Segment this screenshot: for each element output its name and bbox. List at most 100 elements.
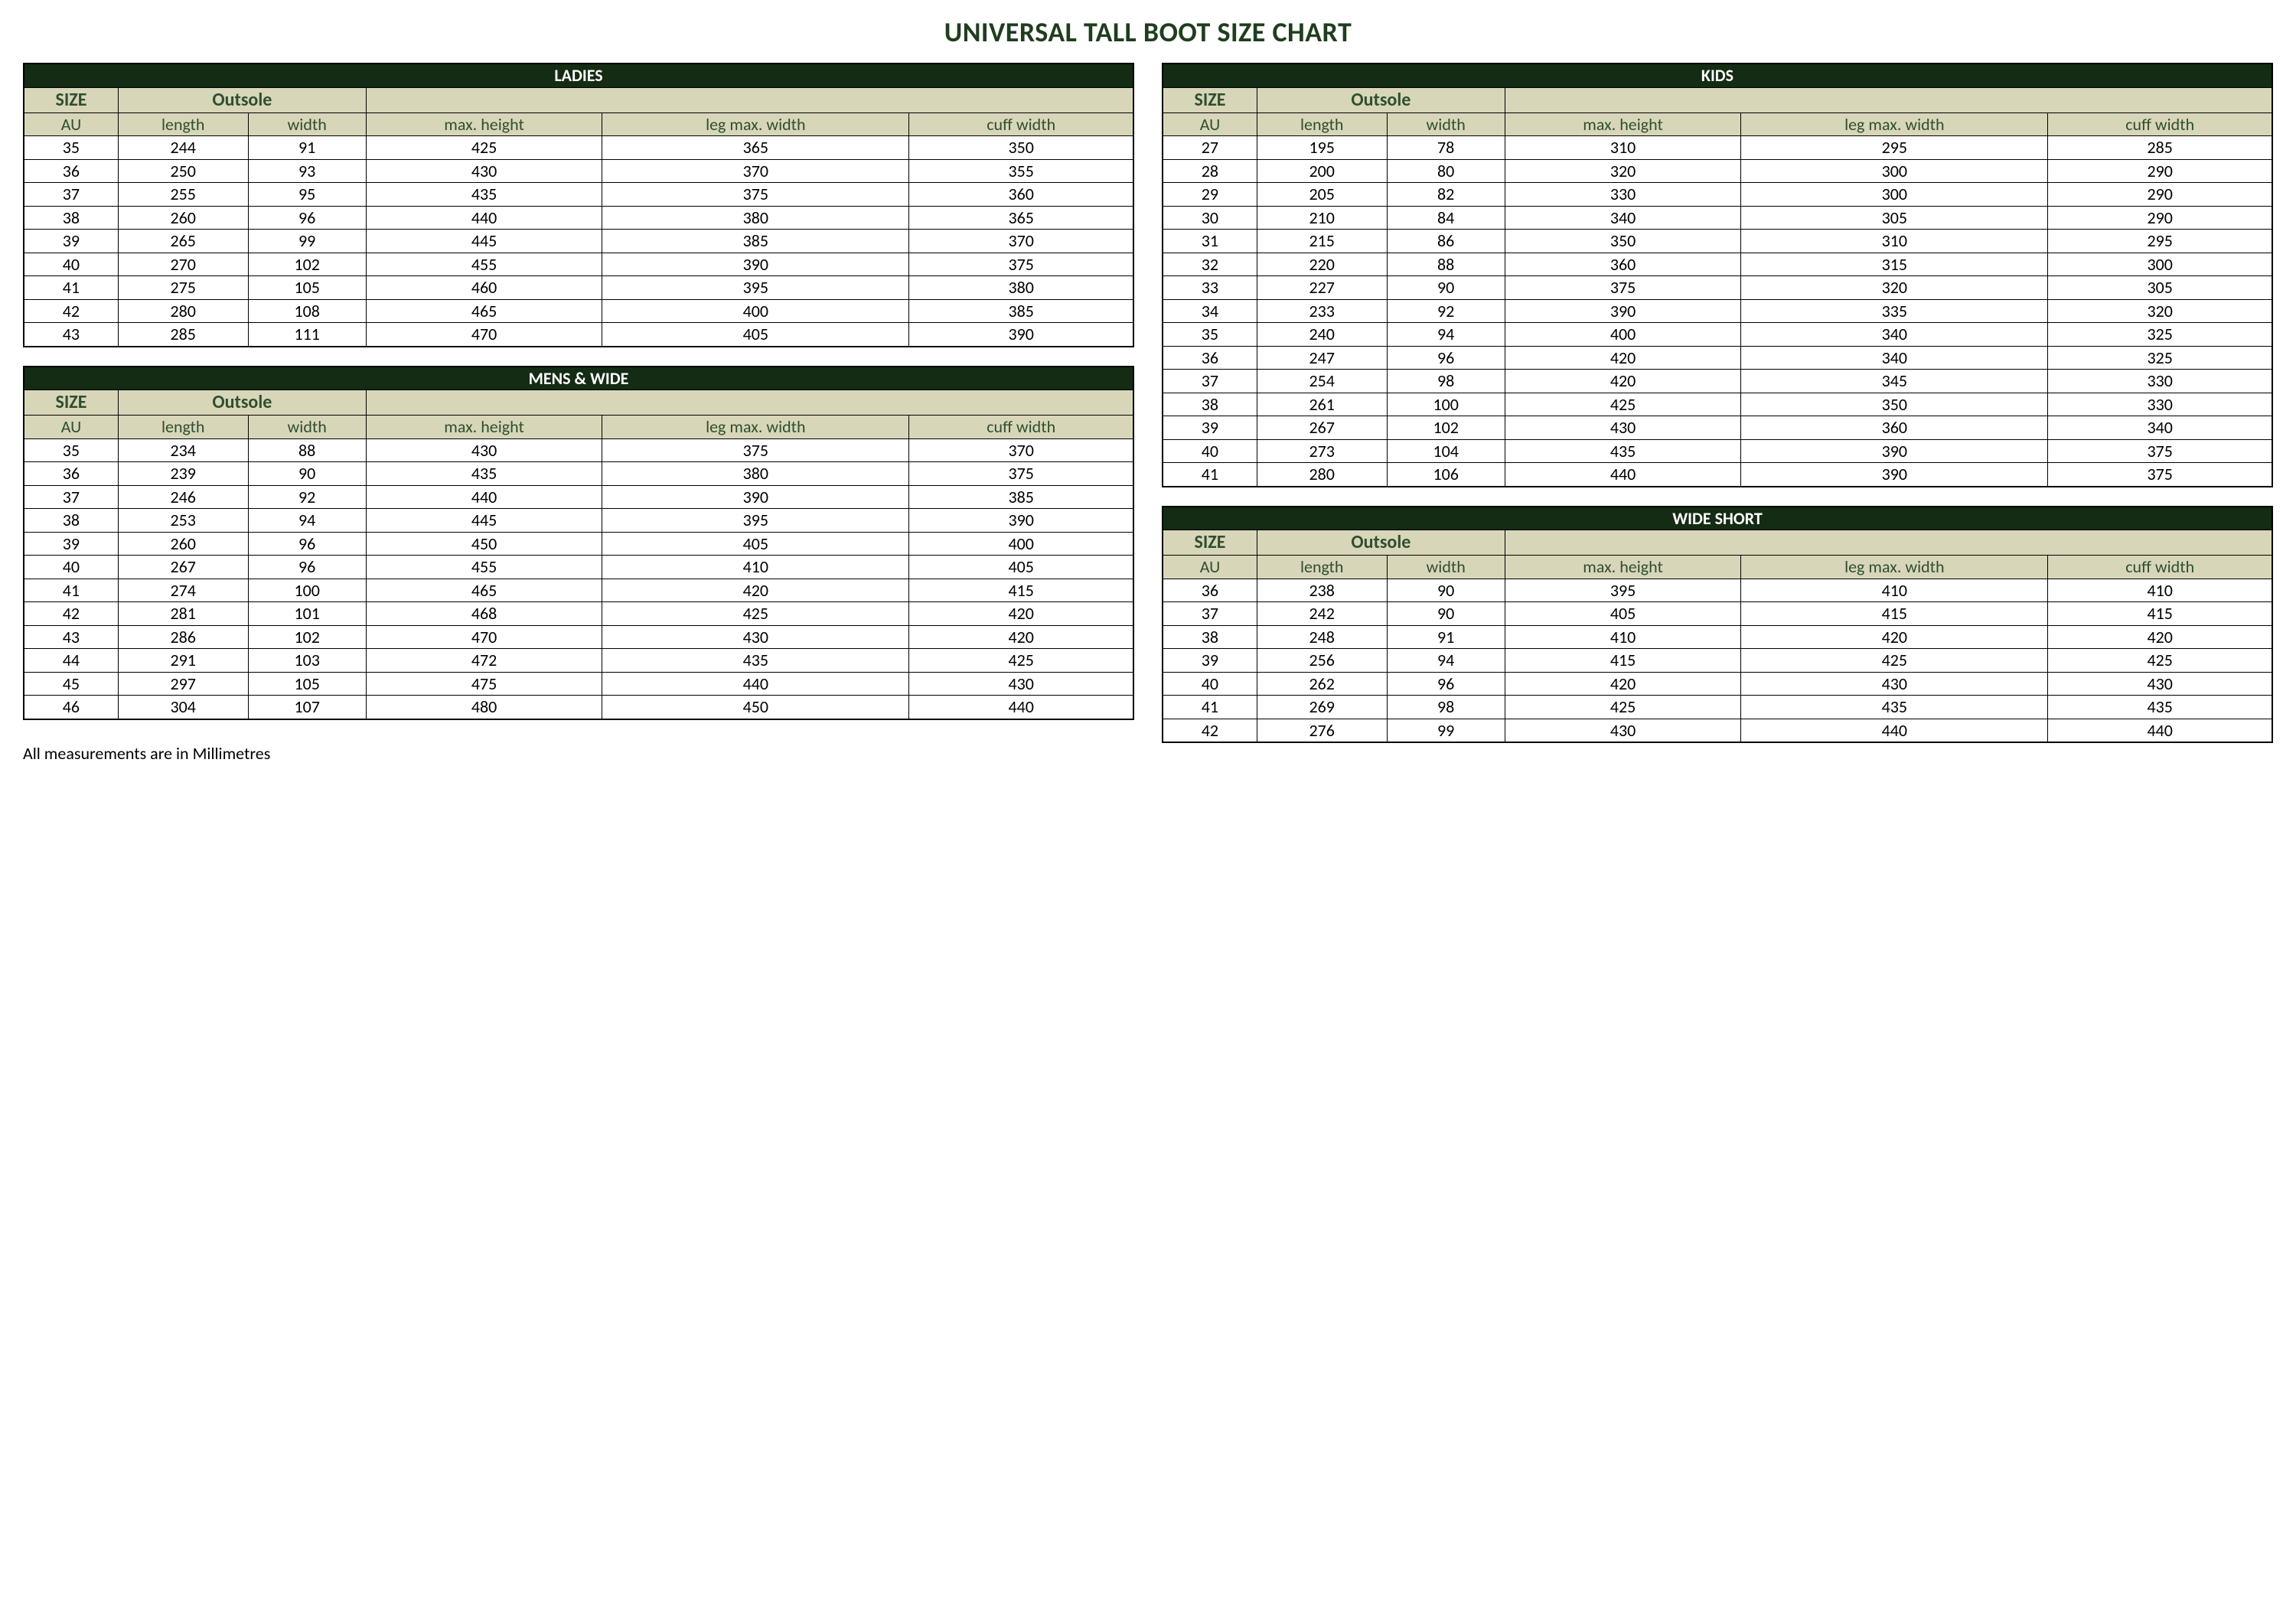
cell: 96	[248, 556, 366, 579]
cell: 103	[248, 649, 366, 673]
cell: 300	[1741, 159, 2048, 183]
cell: 275	[118, 276, 248, 300]
cell: 38	[24, 509, 118, 533]
cell: 480	[366, 696, 602, 719]
cell: 410	[2048, 579, 2272, 602]
cell: 94	[1387, 323, 1505, 347]
cell: 29	[1163, 183, 1257, 207]
cell: 455	[366, 556, 602, 579]
cell: 410	[602, 556, 909, 579]
cell: 45	[24, 672, 118, 696]
col-cuff-width: cuff width	[2048, 556, 2272, 579]
col-outsole: Outsole	[1257, 87, 1505, 112]
cell: 98	[1387, 696, 1505, 719]
cell: 330	[2048, 370, 2272, 393]
cell: 440	[2048, 719, 2272, 742]
cell: 286	[118, 625, 248, 649]
table-row: 43285111470405390	[24, 323, 1133, 347]
col-leg-max-width: leg max. width	[602, 416, 909, 439]
cell: 240	[1257, 323, 1387, 347]
cell: 340	[2048, 416, 2272, 440]
cell: 440	[1741, 719, 2048, 742]
cell: 440	[1505, 463, 1741, 487]
col-length: length	[118, 416, 248, 439]
cell: 38	[24, 206, 118, 230]
cell: 40	[24, 556, 118, 579]
cell: 285	[2048, 136, 2272, 160]
cell: 280	[118, 299, 248, 323]
cell: 380	[602, 206, 909, 230]
table-row: 41280106440390375	[1163, 463, 2272, 487]
col-blank	[1505, 87, 2272, 112]
col-outsole: Outsole	[118, 390, 366, 416]
mens-wide-table: MENS & WIDESIZEOutsoleAUlengthwidthmax. …	[23, 366, 1134, 720]
table-title: KIDS	[1163, 64, 2272, 87]
cell: 450	[366, 532, 602, 556]
cell: 405	[602, 323, 909, 347]
cell: 247	[1257, 346, 1387, 370]
cell: 255	[118, 183, 248, 207]
cell: 425	[1505, 696, 1741, 719]
cell: 281	[118, 602, 248, 626]
table-row: 3724692440390385	[24, 485, 1133, 509]
cell: 291	[118, 649, 248, 673]
cell: 96	[248, 206, 366, 230]
cell: 375	[602, 183, 909, 207]
table-row: 3322790375320305	[1163, 276, 2272, 300]
cell: 425	[602, 602, 909, 626]
col-size: SIZE	[1163, 87, 1257, 112]
cell: 42	[1163, 719, 1257, 742]
table-row: 3825394445395390	[24, 509, 1133, 533]
cell: 93	[248, 159, 366, 183]
footnote: All measurements are in Millimetres	[23, 743, 1134, 764]
cell: 300	[2048, 253, 2272, 276]
cell: 101	[248, 602, 366, 626]
cell: 104	[1387, 439, 1505, 463]
cell: 239	[118, 462, 248, 486]
cell: 465	[366, 579, 602, 602]
cell: 35	[1163, 323, 1257, 347]
cell: 385	[909, 485, 1133, 509]
table-row: 3523488430375370	[24, 438, 1133, 462]
cell: 420	[2048, 625, 2272, 649]
cell: 94	[1387, 649, 1505, 673]
cell: 260	[118, 532, 248, 556]
cell: 320	[1741, 276, 2048, 300]
col-blank	[366, 87, 1133, 112]
table-row: 3623890395410410	[1163, 579, 2272, 602]
cell: 33	[1163, 276, 1257, 300]
cell: 430	[2048, 672, 2272, 696]
wide-short-table: WIDE SHORTSIZEOutsoleAUlengthwidthmax. h…	[1162, 506, 2273, 744]
cell: 36	[24, 159, 118, 183]
table-row: 41274100465420415	[24, 579, 1133, 602]
cell: 238	[1257, 579, 1387, 602]
cell: 445	[366, 230, 602, 253]
cell: 405	[602, 532, 909, 556]
cell: 41	[24, 579, 118, 602]
cell: 36	[1163, 579, 1257, 602]
cell: 256	[1257, 649, 1387, 673]
cell: 261	[1257, 393, 1387, 416]
cell: 280	[1257, 463, 1387, 487]
table-row: 3624796420340325	[1163, 346, 2272, 370]
cell: 215	[1257, 230, 1387, 253]
cell: 270	[118, 253, 248, 276]
cell: 420	[909, 625, 1133, 649]
cell: 260	[118, 206, 248, 230]
cell: 274	[118, 579, 248, 602]
cell: 269	[1257, 696, 1387, 719]
cell: 395	[602, 276, 909, 300]
table-row: 3423392390335320	[1163, 299, 2272, 323]
cell: 37	[1163, 602, 1257, 626]
table-row: 4026296420430430	[1163, 672, 2272, 696]
table-row: 3724290405415415	[1163, 602, 2272, 626]
cell: 31	[1163, 230, 1257, 253]
cell: 90	[1387, 579, 1505, 602]
cell: 92	[248, 485, 366, 509]
cell: 455	[366, 253, 602, 276]
cell: 375	[909, 253, 1133, 276]
cell: 46	[24, 696, 118, 719]
cell: 295	[1741, 136, 2048, 160]
cell: 350	[909, 136, 1133, 160]
cell: 415	[909, 579, 1133, 602]
